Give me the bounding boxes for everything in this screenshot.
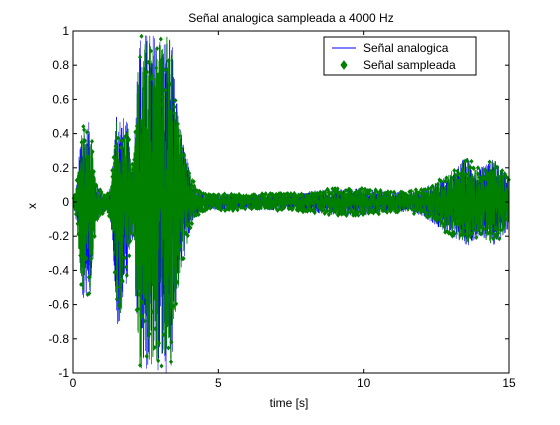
y-tick-label: -0.6 — [48, 298, 69, 312]
y-axis-label: x — [25, 203, 39, 209]
y-tick-label: 1 — [62, 24, 69, 38]
x-axis: 0 5 10 15 — [70, 31, 516, 390]
y-tick-label: -0.2 — [48, 229, 69, 243]
sampled-signal-line — [72, 36, 510, 365]
legend: Señal analogica Señal sampleada — [323, 36, 477, 76]
x-tick-label: 15 — [502, 376, 516, 390]
y-tick-label: -1 — [58, 366, 69, 380]
y-tick-label: 0.8 — [52, 58, 69, 72]
legend-box — [323, 36, 477, 76]
legend-analog-label: Señal analogica — [363, 41, 449, 55]
y-axis: -1 -0.8 -0.6 -0.4 -0.2 0 0.2 0.4 0.6 0.8 1 — [48, 24, 509, 380]
y-tick-label: -0.8 — [48, 332, 69, 346]
y-tick-label: 0.4 — [52, 127, 69, 141]
legend-sampled-label: Señal sampleada — [363, 58, 456, 72]
y-tick-label: -0.4 — [48, 263, 69, 277]
legend-sampled-marker — [340, 60, 348, 70]
y-tick-label: 0.6 — [52, 92, 69, 106]
y-tick-label: 0.2 — [52, 161, 69, 175]
y-tick-label: 0 — [62, 195, 69, 209]
x-tick-label: 0 — [70, 376, 77, 390]
series-sampled-signal — [71, 33, 511, 369]
x-axis-label: time [s] — [270, 396, 309, 410]
chart-title: Señal analogica sampleada a 4000 Hz — [188, 11, 393, 25]
x-tick-label: 10 — [357, 376, 371, 390]
x-tick-label: 5 — [215, 376, 222, 390]
